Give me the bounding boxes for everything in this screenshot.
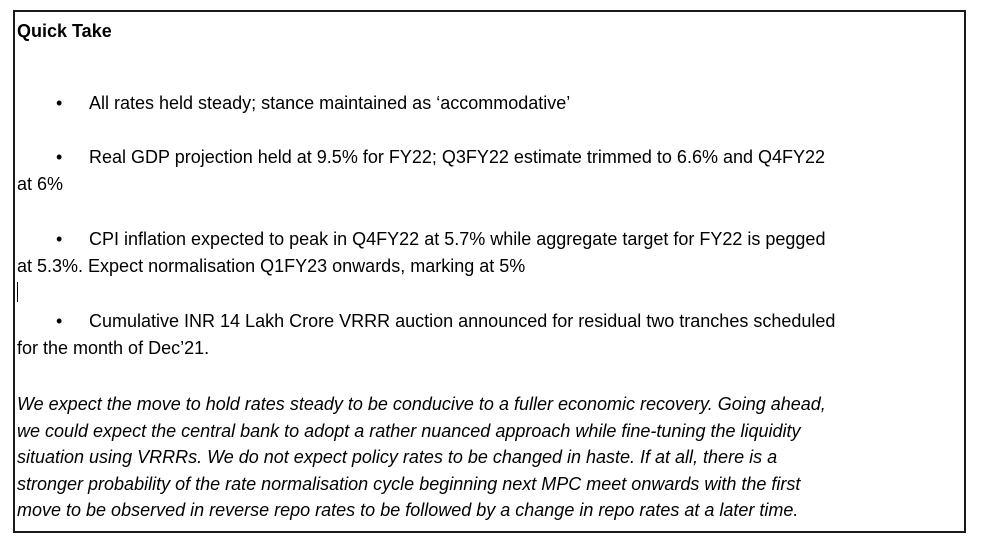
section-title: Quick Take [17,21,112,41]
bullet-icon: • [56,311,63,331]
bullet-icon: • [56,229,63,249]
bullet-item-2-continuation: at 6% [17,174,64,194]
paragraph-line: situation using VRRRs. We do not expect … [17,447,778,468]
bullet-item-3: CPI inflation expected to peak in Q4FY22… [89,229,826,249]
paragraph-line: We expect the move to hold rates steady … [17,394,826,414]
paragraph-line: stronger probability of the rate normali… [17,473,801,494]
paragraph-line: we could expect the central bank to adop… [17,420,801,441]
quick-take-box [13,10,966,533]
bullet-item-4: Cumulative INR 14 Lakh Crore VRRR auctio… [89,311,836,331]
bullet-icon: • [56,93,63,113]
bullet-item-4-continuation: for the month of Dec’21. [17,338,210,358]
bullet-item-1: All rates held steady; stance maintained… [89,93,571,113]
text-cursor[interactable] [17,282,18,302]
bullet-item-3-continuation: at 5.3%. Expect normalisation Q1FY23 onw… [17,256,526,276]
commentary-paragraph: We expect the move to hold rates steady … [17,391,947,524]
paragraph-line: move to be observed in reverse repo rate… [17,500,799,521]
bullet-icon: • [56,147,63,167]
bullet-item-2: Real GDP projection held at 9.5% for FY2… [89,147,826,167]
